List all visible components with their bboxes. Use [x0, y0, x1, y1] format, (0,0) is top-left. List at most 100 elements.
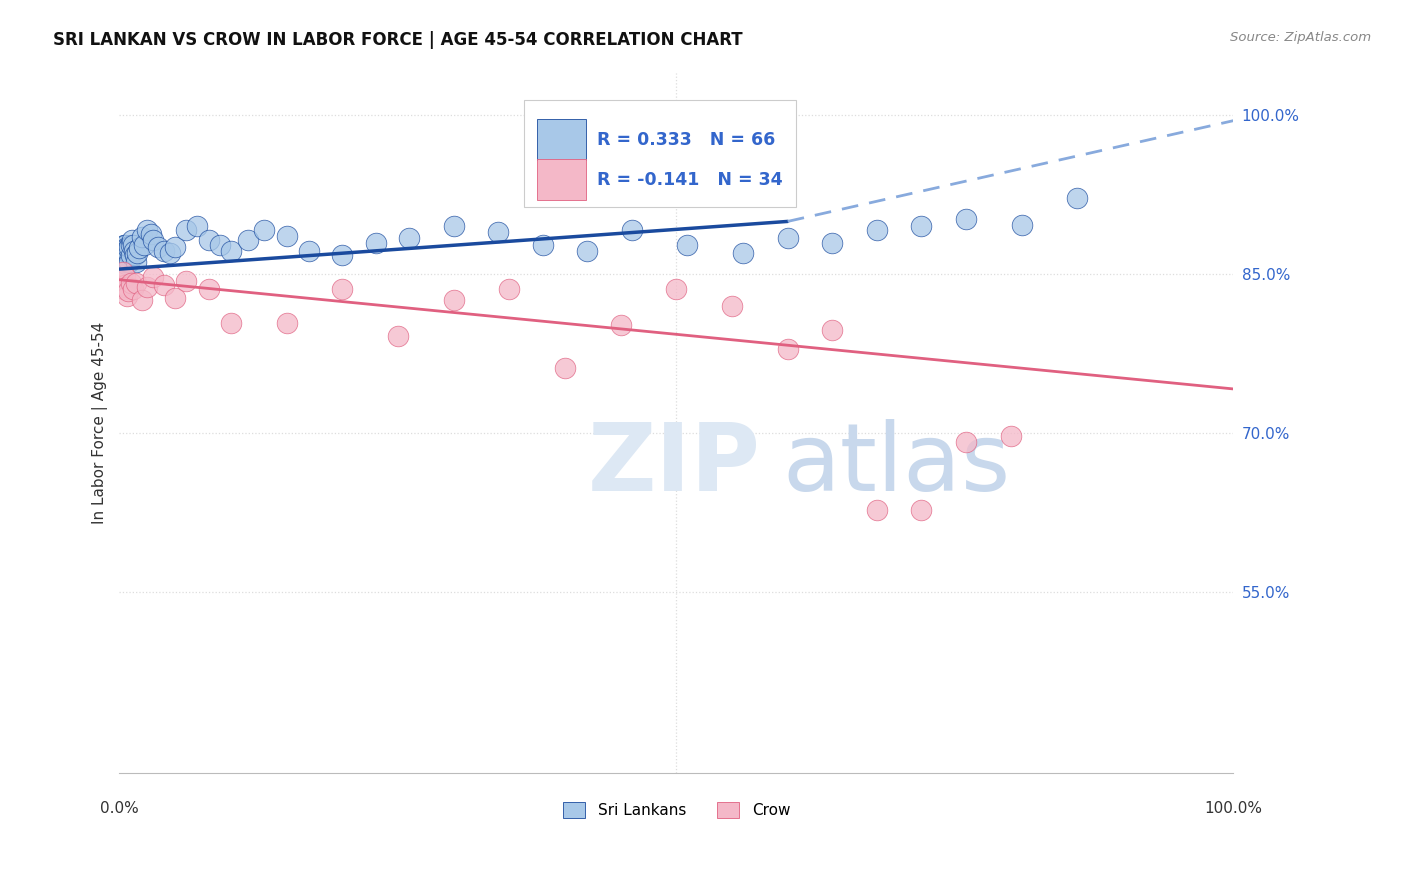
Point	[115, 246, 138, 260]
Point	[165, 291, 187, 305]
Point	[821, 235, 844, 250]
Point	[114, 248, 136, 262]
Point	[132, 237, 155, 252]
Point	[125, 276, 148, 290]
Point	[159, 246, 181, 260]
Point	[866, 223, 889, 237]
Point	[111, 244, 134, 259]
Point	[866, 503, 889, 517]
Point	[115, 252, 138, 266]
Text: Source: ZipAtlas.com: Source: ZipAtlas.com	[1230, 31, 1371, 45]
Point	[620, 223, 643, 237]
Point	[114, 244, 136, 259]
FancyBboxPatch shape	[537, 120, 586, 161]
Point	[236, 234, 259, 248]
Point	[111, 278, 134, 293]
Point	[115, 254, 138, 268]
Point	[112, 282, 135, 296]
Point	[208, 237, 231, 252]
Point	[114, 278, 136, 293]
Text: 0.0%: 0.0%	[100, 801, 139, 815]
Point	[122, 244, 145, 259]
Point	[115, 257, 138, 271]
Point	[114, 269, 136, 284]
Point	[118, 254, 141, 268]
Point	[131, 293, 153, 307]
Point	[128, 241, 150, 255]
Point	[114, 254, 136, 268]
Point	[153, 278, 176, 293]
Point	[531, 237, 554, 252]
Point	[142, 234, 165, 248]
Point	[276, 229, 298, 244]
Point	[121, 234, 143, 248]
Point	[115, 280, 138, 294]
Point	[121, 237, 143, 252]
Point	[910, 503, 932, 517]
Point	[174, 274, 197, 288]
Point	[142, 269, 165, 284]
Point	[1066, 191, 1088, 205]
Point	[186, 219, 208, 233]
Point	[115, 288, 138, 302]
Legend: Sri Lankans, Crow: Sri Lankans, Crow	[557, 797, 796, 824]
Point	[1000, 428, 1022, 442]
Point	[111, 248, 134, 262]
Text: atlas: atlas	[782, 419, 1011, 511]
Point	[117, 285, 139, 299]
FancyBboxPatch shape	[524, 100, 796, 207]
Point	[115, 248, 138, 262]
Point	[910, 219, 932, 233]
Point	[131, 230, 153, 244]
Point	[676, 237, 699, 252]
Point	[364, 235, 387, 250]
Point	[148, 240, 170, 254]
Point	[665, 282, 688, 296]
Point	[486, 225, 509, 239]
Point	[197, 234, 219, 248]
Point	[117, 254, 139, 268]
Point	[955, 212, 977, 227]
Point	[253, 223, 276, 237]
Point	[165, 240, 187, 254]
Point	[112, 237, 135, 252]
Point	[121, 282, 143, 296]
Point	[124, 248, 146, 262]
Point	[443, 219, 465, 233]
Point	[136, 223, 159, 237]
Point	[174, 223, 197, 237]
Point	[498, 282, 520, 296]
Point	[115, 241, 138, 255]
Point	[955, 434, 977, 449]
Point	[330, 282, 353, 296]
Point	[776, 231, 799, 245]
Point	[197, 282, 219, 296]
Point	[118, 240, 141, 254]
Point	[120, 237, 142, 252]
Point	[721, 299, 744, 313]
Point	[112, 246, 135, 260]
Point	[554, 360, 576, 375]
Point	[111, 246, 134, 260]
Point	[117, 241, 139, 255]
Point	[125, 254, 148, 268]
Point	[139, 227, 162, 241]
Text: R = 0.333   N = 66: R = 0.333 N = 66	[598, 131, 776, 149]
Point	[120, 248, 142, 262]
Point	[276, 316, 298, 330]
Point	[387, 329, 409, 343]
Point	[776, 342, 799, 356]
FancyBboxPatch shape	[537, 159, 586, 201]
Point	[120, 276, 142, 290]
Text: 100.0%: 100.0%	[1205, 801, 1263, 815]
Point	[117, 246, 139, 260]
Point	[153, 244, 176, 259]
Point	[398, 231, 420, 245]
Point	[112, 252, 135, 266]
Point	[219, 316, 242, 330]
Point	[127, 246, 149, 260]
Text: R = -0.141   N = 34: R = -0.141 N = 34	[598, 170, 783, 189]
Point	[115, 240, 138, 254]
Point	[330, 248, 353, 262]
Point	[821, 322, 844, 336]
